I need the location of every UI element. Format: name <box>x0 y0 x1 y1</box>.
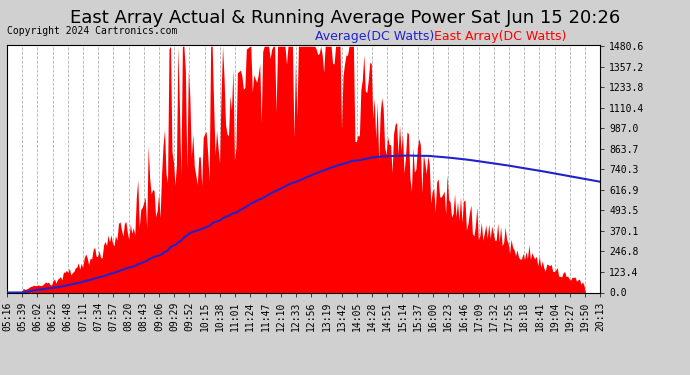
Text: East Array Actual & Running Average Power Sat Jun 15 20:26: East Array Actual & Running Average Powe… <box>70 9 620 27</box>
Text: Copyright 2024 Cartronics.com: Copyright 2024 Cartronics.com <box>7 26 177 36</box>
Text: Average(DC Watts): Average(DC Watts) <box>315 30 435 43</box>
Text: East Array(DC Watts): East Array(DC Watts) <box>434 30 566 43</box>
